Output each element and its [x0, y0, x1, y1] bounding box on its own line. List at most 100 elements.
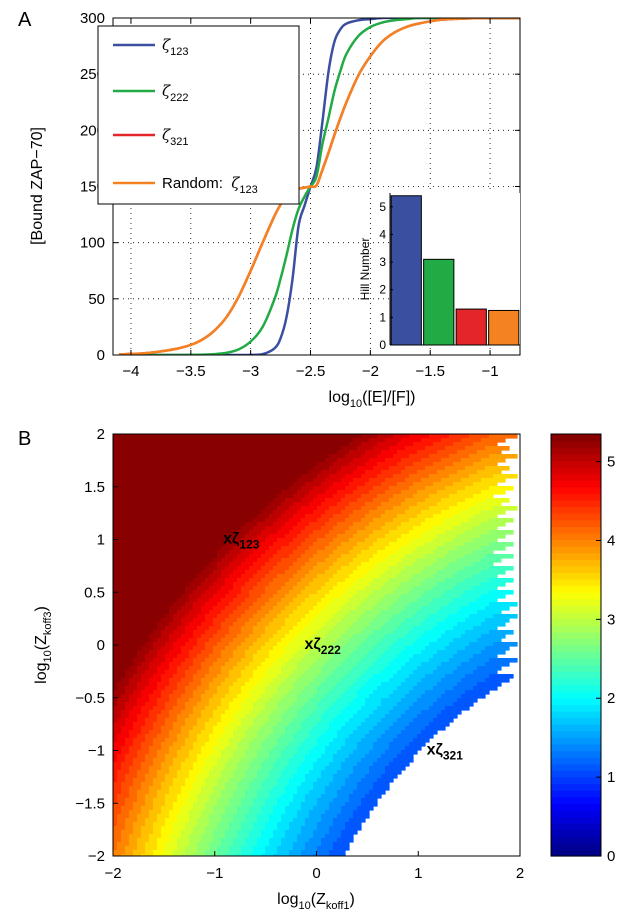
- contour-cell: [129, 834, 142, 839]
- contour-cell: [149, 810, 162, 815]
- contour-cell: [313, 466, 330, 471]
- contour-cell: [117, 770, 130, 775]
- contour-cell: [481, 534, 506, 539]
- contour-cell: [233, 730, 246, 735]
- contour-cell: [269, 622, 286, 627]
- contour-cell: [317, 826, 330, 831]
- contour-cell: [401, 470, 418, 475]
- x-tick-label-b-4: 2: [516, 865, 524, 882]
- contour-cell: [113, 766, 122, 771]
- contour-cell: [341, 466, 358, 471]
- contour-cell: [225, 782, 238, 787]
- contour-cell: [193, 634, 202, 639]
- contour-cell: [161, 782, 174, 787]
- contour-cell: [417, 610, 438, 615]
- contour-cell: [173, 778, 186, 783]
- contour-cell: [229, 674, 242, 679]
- contour-cell: [337, 558, 354, 563]
- contour-cell: [301, 542, 314, 547]
- contour-cell: [409, 658, 430, 663]
- contour-cell: [273, 510, 286, 515]
- contour-cell: [117, 718, 126, 723]
- contour-cell: [221, 598, 234, 603]
- contour-cell: [221, 842, 234, 847]
- contour-cell: [305, 778, 318, 783]
- contour-cell: [277, 742, 290, 747]
- contour-cell: [273, 810, 286, 815]
- contour-cell: [189, 838, 202, 843]
- contour-cell: [113, 826, 126, 831]
- contour-cell: [253, 802, 266, 807]
- contour-cell: [209, 770, 222, 775]
- contour-cell: [189, 654, 198, 659]
- contour-cell: [245, 730, 258, 735]
- contour-cell: [361, 518, 374, 523]
- contour-cell: [465, 630, 490, 635]
- contour-cell: [365, 502, 382, 507]
- contour-cell: [313, 854, 330, 856]
- contour-cell: [361, 474, 378, 479]
- contour-cell: [213, 746, 226, 751]
- contour-cell: [145, 658, 154, 663]
- contour-cell: [313, 678, 326, 683]
- contour-cell: [329, 722, 346, 727]
- x-tick-label-a-5: −1.5: [415, 363, 445, 380]
- contour-cell: [377, 706, 394, 711]
- contour-cell: [113, 802, 126, 807]
- contour-cell: [145, 758, 154, 763]
- contour-cell: [269, 754, 282, 759]
- contour-cell: [381, 586, 398, 591]
- contour-cell: [245, 838, 258, 843]
- contour-cell: [221, 622, 234, 627]
- colorbar-segment: [551, 691, 601, 699]
- contour-cell: [301, 630, 318, 635]
- contour-cell: [141, 646, 154, 651]
- contour-cell: [345, 758, 362, 763]
- contour-cell: [229, 626, 242, 631]
- contour-cell: [209, 846, 218, 851]
- contour-cell: [177, 654, 190, 659]
- contour-cell: [273, 726, 286, 731]
- contour-cell: [329, 830, 342, 835]
- contour-cell: [169, 610, 178, 615]
- contour-cell: [297, 570, 310, 575]
- contour-cell: [129, 810, 142, 815]
- contour-cell: [405, 678, 422, 683]
- contour-cell: [257, 754, 270, 759]
- contour-cell: [253, 798, 266, 803]
- contour-cell: [357, 662, 374, 667]
- contour-cell: [197, 754, 210, 759]
- contour-cell: [381, 626, 398, 631]
- contour-cell: [205, 674, 218, 679]
- contour-cell: [197, 794, 210, 799]
- colorbar-segment: [551, 803, 601, 811]
- colorbar-segment: [551, 440, 601, 448]
- contour-cell: [477, 598, 498, 603]
- contour-cell: [457, 558, 482, 563]
- contour-cell: [457, 470, 478, 475]
- contour-cell: [277, 846, 294, 851]
- contour-cell: [449, 614, 470, 619]
- contour-cell: [113, 454, 330, 459]
- contour-cell: [169, 662, 182, 667]
- contour-cell: [149, 710, 162, 715]
- contour-cell: [301, 566, 314, 571]
- contour-cell: [133, 742, 142, 747]
- contour-cell: [329, 726, 342, 731]
- contour-cell: [325, 606, 342, 611]
- contour-cell: [293, 738, 306, 743]
- contour-cell: [233, 586, 242, 591]
- contour-cell: [313, 530, 330, 535]
- contour-cell: [281, 502, 294, 507]
- contour-cell: [145, 670, 158, 675]
- contour-cell: [285, 510, 298, 515]
- contour-cell: [249, 578, 262, 583]
- contour-cell: [261, 762, 274, 767]
- colorbar-segment: [551, 565, 601, 574]
- contour-cell: [113, 714, 122, 719]
- contour-cell: [217, 602, 230, 607]
- contour-cell: [353, 546, 370, 551]
- contour-cell: [117, 814, 130, 819]
- contour-cell: [289, 822, 306, 827]
- contour-cell: [145, 722, 154, 727]
